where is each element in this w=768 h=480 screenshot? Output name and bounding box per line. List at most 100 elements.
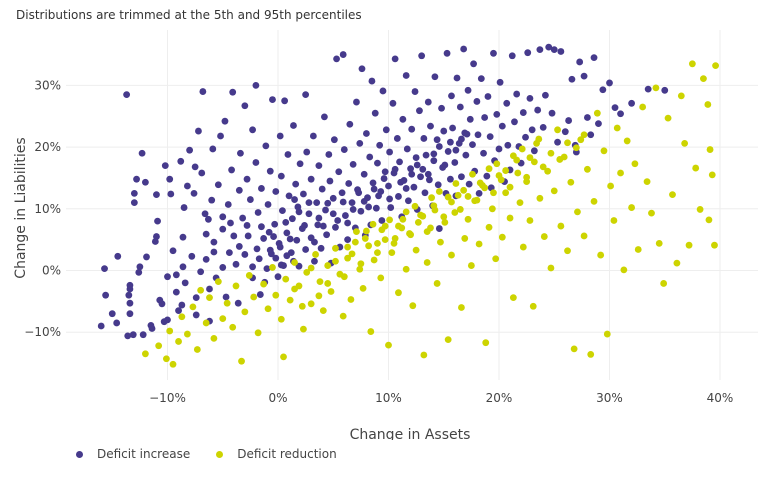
data-point[interactable]	[210, 248, 218, 256]
data-point[interactable]	[408, 170, 416, 178]
data-point[interactable]	[434, 181, 442, 189]
data-point[interactable]	[513, 90, 521, 98]
data-point[interactable]	[599, 86, 607, 94]
data-point[interactable]	[425, 176, 433, 184]
data-point[interactable]	[288, 215, 296, 223]
data-point[interactable]	[660, 280, 668, 287]
data-point[interactable]	[464, 215, 472, 223]
data-point[interactable]	[441, 161, 449, 169]
data-point[interactable]	[356, 139, 364, 147]
data-point[interactable]	[498, 233, 506, 241]
data-point[interactable]	[318, 185, 326, 193]
data-point[interactable]	[430, 157, 438, 165]
data-point[interactable]	[263, 265, 271, 273]
data-point[interactable]	[155, 342, 163, 350]
data-point[interactable]	[484, 93, 492, 100]
data-point[interactable]	[567, 178, 575, 186]
data-point[interactable]	[481, 114, 489, 121]
data-point[interactable]	[129, 331, 137, 339]
data-point[interactable]	[402, 185, 410, 192]
data-point[interactable]	[603, 330, 611, 338]
data-point[interactable]	[315, 214, 323, 222]
data-point[interactable]	[711, 241, 718, 249]
data-point[interactable]	[431, 206, 439, 214]
data-point[interactable]	[492, 255, 500, 263]
data-point[interactable]	[260, 280, 268, 288]
data-point[interactable]	[202, 255, 210, 263]
data-point[interactable]	[201, 210, 209, 218]
data-point[interactable]	[518, 145, 526, 153]
data-point[interactable]	[547, 149, 555, 157]
data-point[interactable]	[469, 170, 476, 178]
data-point[interactable]	[136, 263, 144, 271]
data-point[interactable]	[411, 88, 419, 95]
data-point[interactable]	[681, 139, 689, 147]
data-point[interactable]	[418, 52, 426, 60]
data-point[interactable]	[208, 196, 216, 204]
data-point[interactable]	[285, 192, 293, 200]
data-point[interactable]	[355, 189, 363, 197]
data-point[interactable]	[688, 60, 696, 68]
data-point[interactable]	[113, 319, 121, 327]
data-point[interactable]	[126, 299, 134, 307]
data-point[interactable]	[235, 186, 243, 194]
data-point[interactable]	[330, 136, 338, 144]
data-point[interactable]	[246, 196, 254, 203]
data-point[interactable]	[420, 351, 428, 359]
data-point[interactable]	[444, 336, 452, 344]
data-point[interactable]	[580, 72, 588, 80]
data-point[interactable]	[276, 243, 284, 251]
data-point[interactable]	[346, 120, 354, 128]
data-point[interactable]	[712, 62, 719, 70]
data-point[interactable]	[502, 167, 510, 174]
data-point[interactable]	[345, 180, 353, 187]
data-point[interactable]	[258, 223, 265, 231]
data-point[interactable]	[416, 107, 423, 115]
data-point[interactable]	[329, 210, 337, 218]
data-point[interactable]	[386, 148, 394, 156]
data-point[interactable]	[503, 99, 511, 107]
data-point[interactable]	[536, 194, 544, 202]
data-point[interactable]	[648, 209, 655, 217]
data-point[interactable]	[369, 220, 377, 228]
data-point[interactable]	[281, 97, 289, 105]
data-point[interactable]	[451, 209, 459, 216]
data-point[interactable]	[706, 146, 714, 153]
data-point[interactable]	[495, 145, 503, 153]
data-point[interactable]	[407, 231, 414, 239]
data-point[interactable]	[317, 244, 325, 252]
data-point[interactable]	[408, 125, 416, 133]
data-point[interactable]	[291, 285, 298, 293]
data-point[interactable]	[410, 183, 418, 191]
data-point[interactable]	[460, 45, 468, 53]
data-point[interactable]	[295, 208, 303, 216]
data-point[interactable]	[298, 302, 306, 310]
data-point[interactable]	[435, 143, 443, 150]
data-point[interactable]	[564, 247, 571, 255]
data-point[interactable]	[565, 117, 573, 124]
data-point[interactable]	[335, 168, 343, 176]
data-point[interactable]	[344, 236, 352, 244]
data-point[interactable]	[387, 204, 395, 211]
data-point[interactable]	[357, 207, 365, 215]
data-point[interactable]	[395, 193, 402, 200]
data-point[interactable]	[357, 260, 365, 268]
data-point[interactable]	[223, 299, 231, 307]
data-point[interactable]	[202, 230, 210, 238]
data-point[interactable]	[420, 135, 428, 142]
data-point[interactable]	[530, 147, 538, 155]
data-point[interactable]	[280, 353, 287, 361]
data-point[interactable]	[386, 195, 394, 203]
data-point[interactable]	[311, 257, 318, 265]
data-point[interactable]	[353, 228, 360, 236]
data-point[interactable]	[396, 158, 403, 166]
data-point[interactable]	[237, 149, 244, 157]
data-point[interactable]	[516, 199, 524, 207]
data-point[interactable]	[241, 102, 249, 110]
data-point[interactable]	[101, 265, 108, 273]
data-point[interactable]	[272, 291, 280, 299]
data-point[interactable]	[351, 238, 359, 246]
data-point[interactable]	[431, 73, 439, 81]
data-point[interactable]	[348, 250, 356, 258]
data-point[interactable]	[305, 199, 313, 207]
